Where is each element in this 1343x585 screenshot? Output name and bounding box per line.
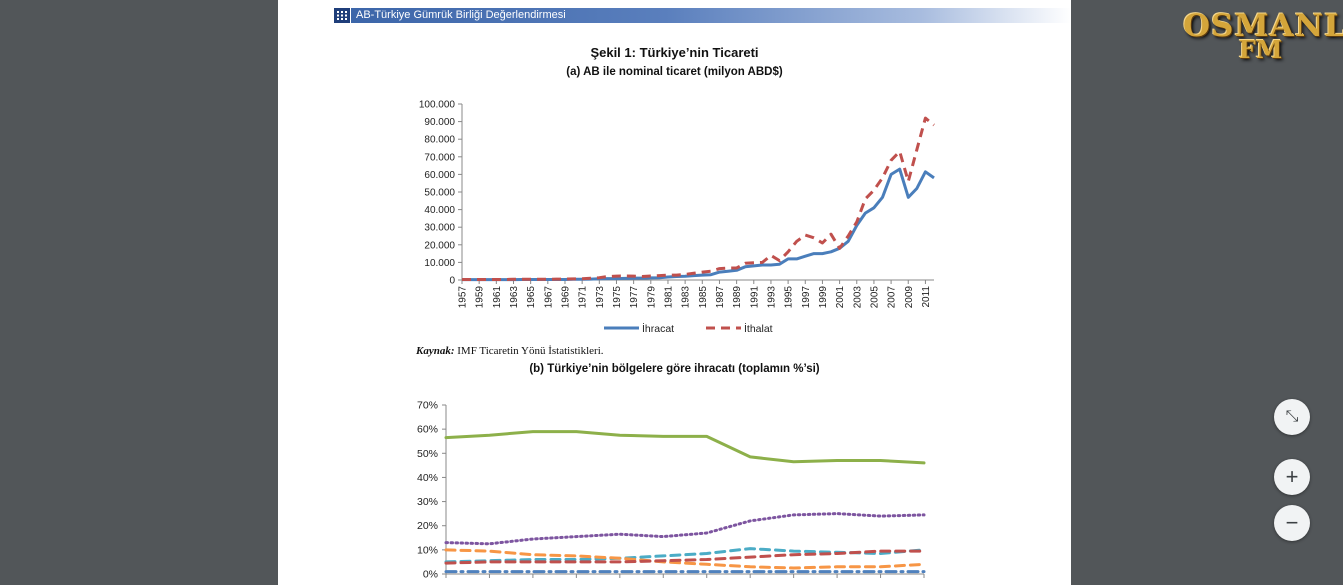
- source-label: Kaynak:: [416, 345, 455, 357]
- chart-a-y-tick-label: 20.000: [424, 240, 455, 251]
- chart-b-line-series-2: [444, 512, 926, 546]
- chart-b-y-tick-label: 20%: [417, 520, 438, 532]
- chart-b-y-tick-label: 60%: [417, 424, 438, 436]
- chart-a-x-tick-label: 1975: [612, 286, 623, 309]
- source-note: Kaynak: IMF Ticaretin Yönü İstatistikler…: [416, 345, 604, 357]
- chart-a-y-tick-label: 70.000: [424, 152, 455, 163]
- chart-a-x-tick-label: 1967: [543, 286, 554, 309]
- chart-a-line-i-thalat: [462, 116, 935, 281]
- chart-a-y-tick-label: 100.000: [419, 100, 456, 111]
- chart-a-x-tick-label: 2011: [921, 286, 932, 308]
- chart-a-x-tick-label: 2007: [887, 286, 898, 309]
- logo-line-1: OSMANLI: [1183, 8, 1343, 44]
- chart-a-x-tick-label: 1983: [681, 286, 692, 309]
- logo-line-2: FM: [1238, 35, 1283, 64]
- document-page: AB-Türkiye Gümrük Birliği Değerlendirmes…: [278, 0, 1071, 585]
- chart-a-y-tick-label: 90.000: [424, 117, 455, 128]
- chart-b-y-tick-label: 70%: [417, 400, 438, 412]
- chart-b-exports-by-region: 0% 10% 20% 30% 40% 50% 60% 70%: [417, 400, 926, 581]
- chart-a-x-tick-label: 1991: [749, 286, 760, 309]
- chart-a-y-tick-label: 50.000: [424, 188, 455, 199]
- chart-a-y-tick-label: 30.000: [424, 223, 455, 234]
- chart-b-subtitle: (b) Türkiye’nin bölgelere göre ihracatı …: [529, 363, 820, 375]
- chart-a-x-tick-label: 1973: [595, 286, 606, 309]
- plus-icon: +: [1285, 464, 1299, 489]
- chart-a-x-tick-label: 2003: [852, 286, 863, 309]
- figure-title: Şekil 1: Türkiye’nin Ticareti: [590, 45, 759, 60]
- document-header-bar: AB-Türkiye Gümrük Birliği Değerlendirmes…: [334, 8, 1071, 23]
- source-text: IMF Ticaretin Yönü İstatistikleri.: [457, 345, 604, 357]
- chart-b-y-tick-label: 10%: [417, 544, 438, 556]
- chart-b-y-tick-label: 30%: [417, 496, 438, 508]
- minus-icon: −: [1285, 510, 1299, 535]
- chart-a-x-tick-label: 1987: [715, 286, 726, 309]
- chart-b-y-tick-label: 40%: [417, 472, 438, 484]
- chart-a-x-tick-label: 1977: [629, 286, 640, 309]
- chart-a-x-tick-label: 1997: [801, 286, 812, 309]
- chart-a-x-tick-label: 1971: [578, 286, 589, 309]
- chart-a-x-tick-label: 2005: [869, 286, 880, 309]
- chart-b-y-tick-label: 0%: [423, 569, 438, 581]
- chart-a-x-tick-label: 1969: [560, 286, 571, 309]
- document-header-title: AB-Türkiye Gümrük Birliği Değerlendirmes…: [356, 9, 566, 21]
- chart-b-line-series-4: [444, 548, 926, 570]
- chart-a-y-tick-label: 80.000: [424, 135, 455, 146]
- chart-a-x-tick-label: 1957: [458, 286, 469, 309]
- collapse-icon: ⤡: [1285, 408, 1299, 425]
- zoom-out-button[interactable]: −: [1274, 505, 1310, 541]
- chart-a-y-tick-label: 40.000: [424, 205, 455, 216]
- chart-a-y-tick-label: 0: [449, 276, 455, 287]
- chart-a-x-tick-label: 1959: [475, 286, 486, 309]
- chart-a-nominal-trade: 0 10.000 20.000 30.000 40.000 50.000 60.000 70.…: [419, 100, 935, 335]
- chart-a-x-tick-label: 1995: [784, 286, 795, 309]
- chart-a-x-tick-label: 1999: [818, 286, 829, 309]
- chart-a-x-tick-label: 1963: [509, 286, 520, 309]
- chart-a-x-tick-label: 1985: [698, 286, 709, 309]
- chart-a-x-tick-label: 1965: [526, 286, 537, 309]
- zoom-in-button[interactable]: +: [1274, 459, 1310, 495]
- chart-a-legend-label: İthalat: [744, 322, 773, 335]
- chart-b-y-tick-label: 50%: [417, 448, 438, 460]
- chart-b-line-series-5: [444, 549, 926, 565]
- chart-a-x-tick-label: 1961: [492, 286, 503, 309]
- chart-a-y-tick-label: 60.000: [424, 170, 455, 181]
- chart-a-x-tick-label: 1989: [732, 286, 743, 309]
- chart-b-line-series-1: [444, 430, 926, 465]
- osmanli-fm-logo: OSMANLI FM: [1183, 8, 1343, 74]
- chart-a-legend-label: İhracat: [642, 322, 674, 335]
- chart-a-x-tick-label: 1993: [766, 286, 777, 309]
- chart-a-x-tick-label: 2009: [904, 286, 915, 309]
- header-grid-icon: [334, 8, 351, 23]
- chart-a-x-tick-label: 2001: [835, 286, 846, 309]
- chart-a-x-tick-label: 1979: [646, 286, 657, 309]
- chart-a-subtitle: (a) AB ile nominal ticaret (milyon ABD$): [566, 66, 783, 78]
- chart-a-x-tick-label: 1981: [663, 286, 674, 309]
- fit-page-button[interactable]: ⤡: [1274, 399, 1310, 435]
- chart-a-y-tick-label: 10.000: [424, 258, 455, 269]
